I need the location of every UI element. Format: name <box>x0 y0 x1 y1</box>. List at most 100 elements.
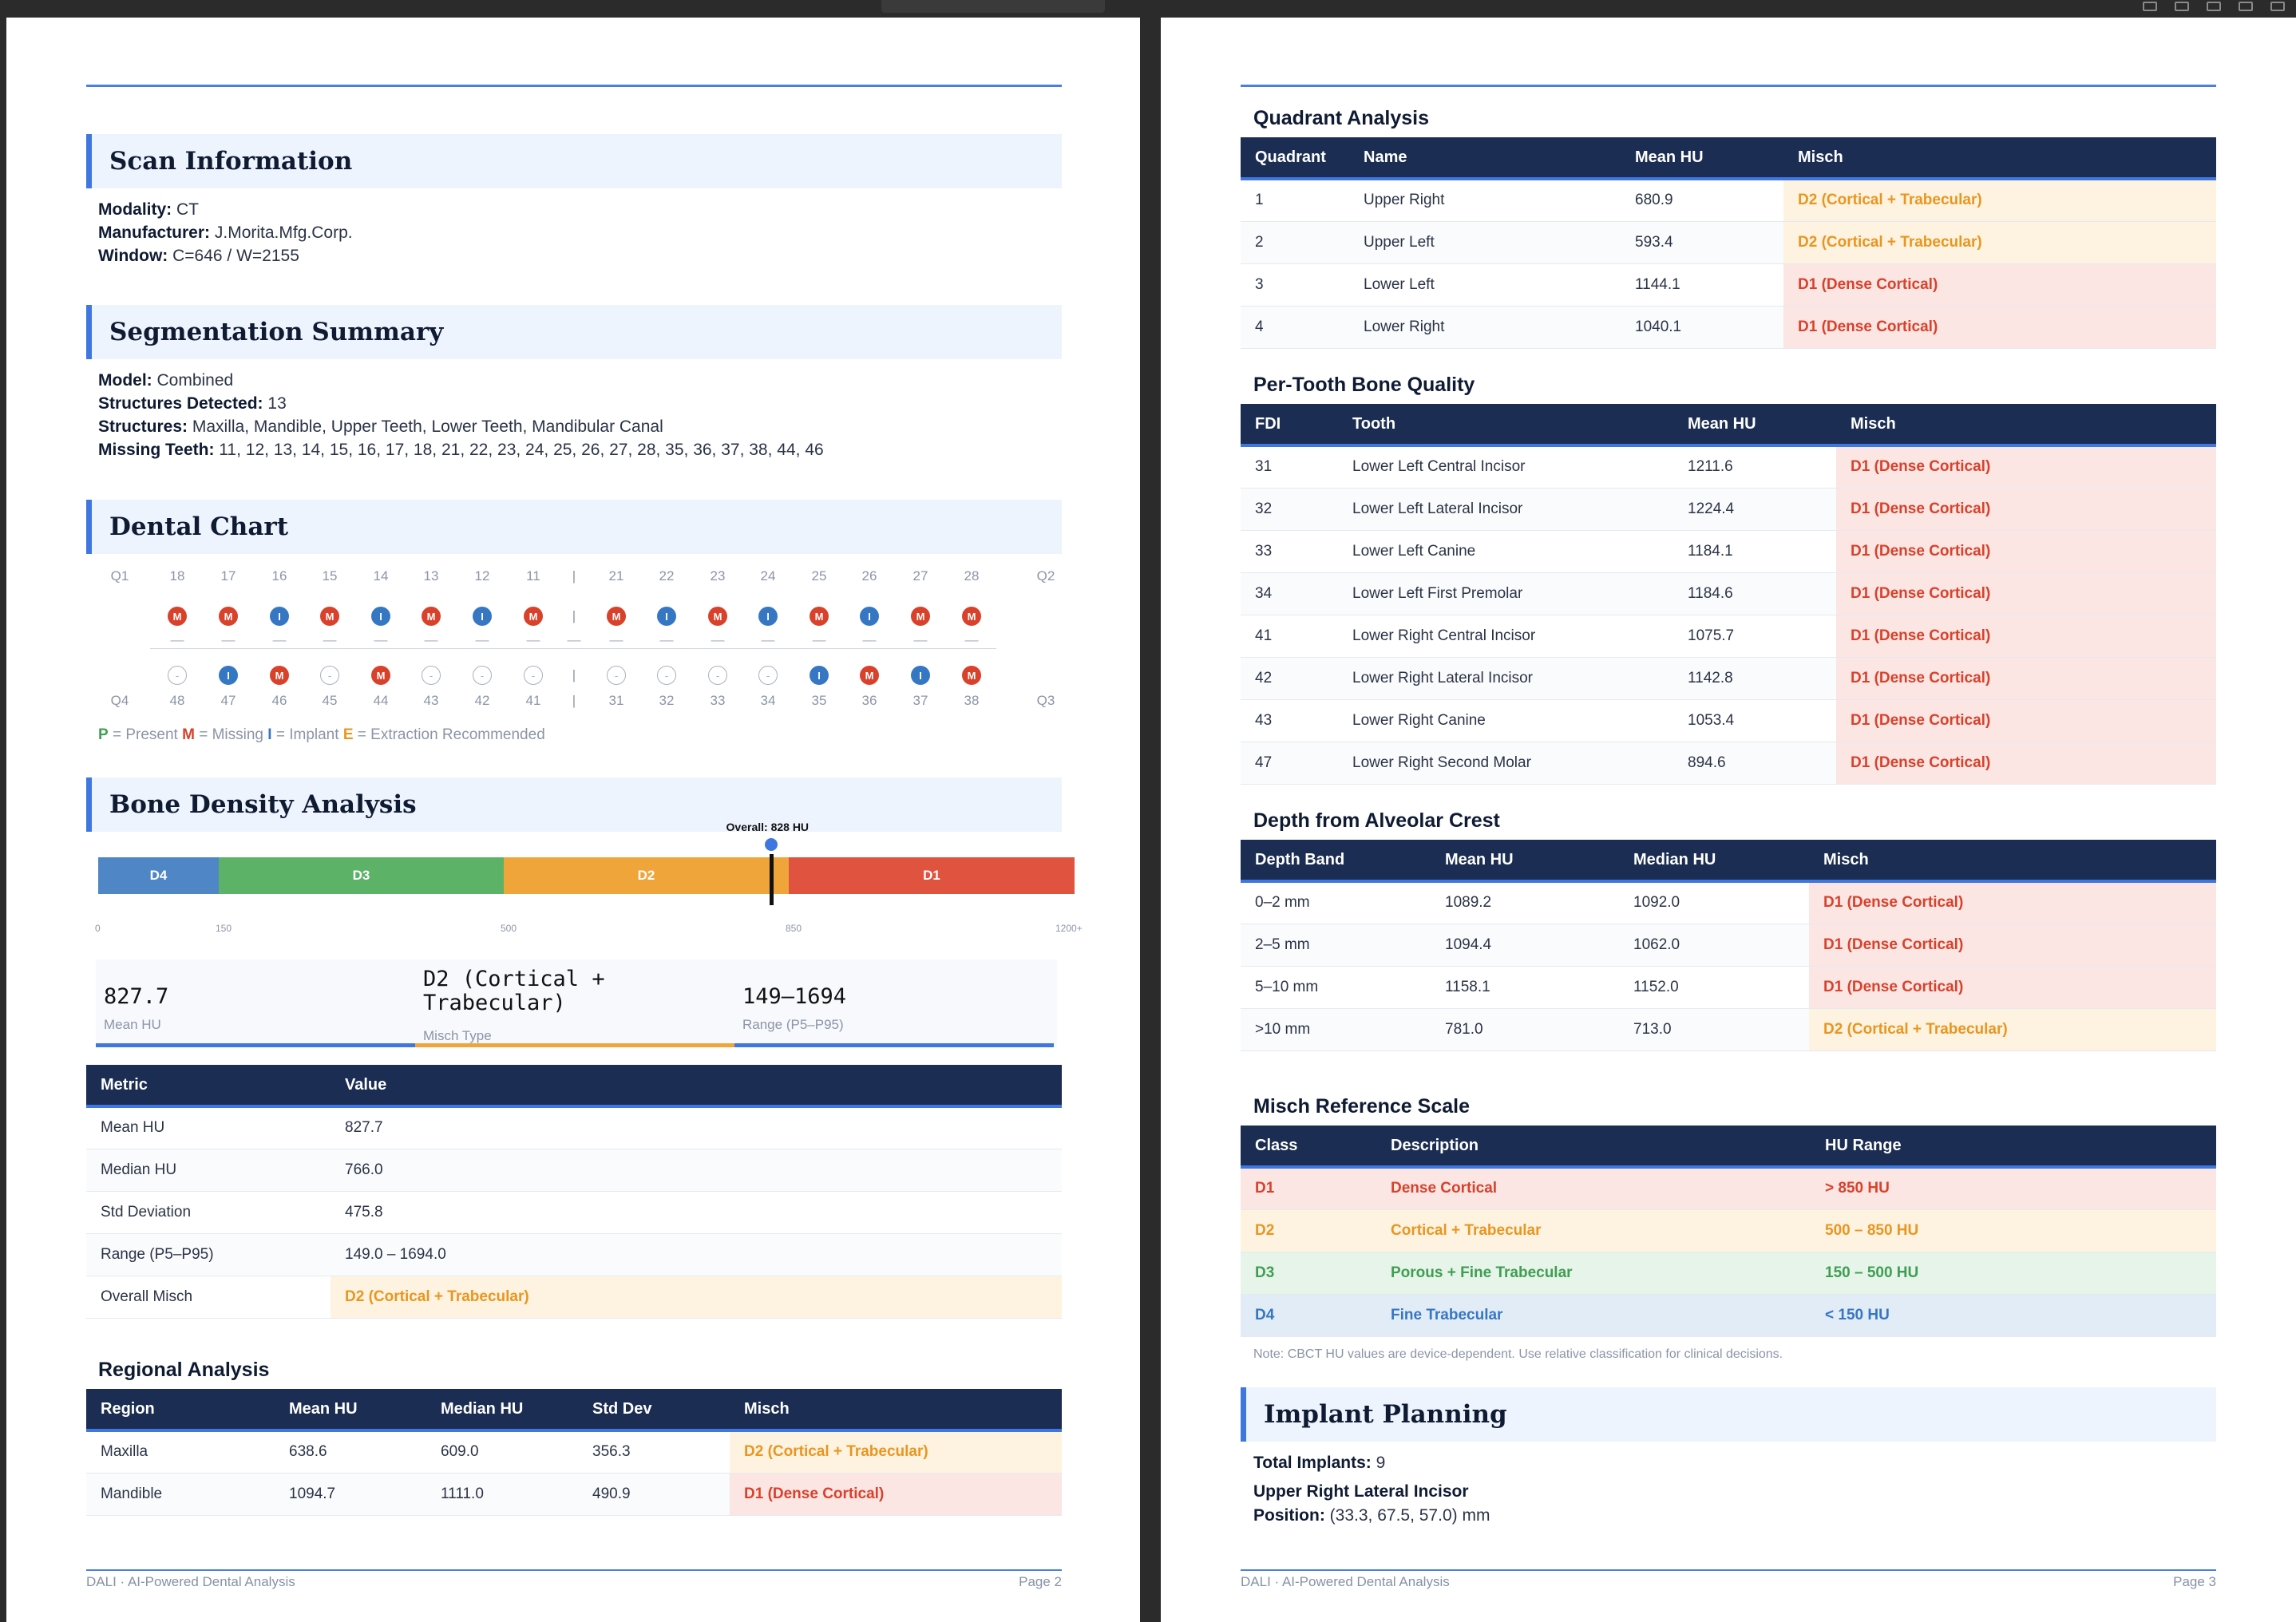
tooth-number: 26 <box>861 568 877 584</box>
tooth-status-icon[interactable]: M <box>422 607 441 626</box>
cbct-note: Note: CBCT HU values are device-dependen… <box>1253 1347 1783 1361</box>
table-cell-metric: Mean HU <box>86 1106 331 1149</box>
segmentation-body: Model: Combined Structures Detected: 13 … <box>98 369 824 461</box>
table-cell-tooth: Lower Right Lateral Incisor <box>1338 657 1673 700</box>
table-cell-cls_name: D3 <box>1241 1252 1376 1295</box>
tooth-status-icon[interactable]: I <box>270 607 289 626</box>
table-cell-range: 150 – 500 HU <box>1811 1252 2216 1295</box>
tooth-status-icon[interactable]: I <box>758 607 778 626</box>
tooth-status-icon[interactable]: M <box>962 666 981 685</box>
misch-scale-table: Class Description HU Range D1 Dense Corti… <box>1241 1126 2216 1337</box>
tooth-status-icon[interactable]: I <box>911 666 930 685</box>
stat-misch-type: D2 (Cortical + Trabecular) Misch Type <box>415 959 734 1047</box>
footer-brand: DALI · AI-Powered Dental Analysis <box>1241 1574 1450 1589</box>
toolbar-icon[interactable] <box>2175 2 2189 11</box>
position-label: Position: <box>1253 1506 1325 1525</box>
tooth-status-icon[interactable]: M <box>270 666 289 685</box>
tooth-number: 13 <box>423 568 439 584</box>
tooth-row: 33 Lower Left Canine 1184.1 D1 (Dense Corti… <box>1241 530 2216 573</box>
tooth-status-icon[interactable]: I <box>219 666 238 685</box>
tooth-status-icon[interactable]: - <box>708 666 727 685</box>
tooth-status-icon[interactable]: - <box>422 666 441 685</box>
tooth-status-icon[interactable]: M <box>860 666 879 685</box>
metric-row: Median HU 766.0 <box>86 1149 1062 1192</box>
table-cell-misch: D1 (Dense Cortical) <box>1836 699 2216 742</box>
tooth-status-icon[interactable]: - <box>758 666 778 685</box>
tooth-status-icon[interactable]: M <box>371 666 390 685</box>
column-header: Depth Band <box>1241 840 1431 883</box>
tooth-number: 45 <box>322 693 338 708</box>
model-label: Model: <box>98 371 152 390</box>
scale-tick-label: 1200+ <box>1055 923 1083 934</box>
stat-value: D2 (Cortical + Trabecular) <box>423 967 605 1015</box>
column-header: Metric <box>86 1065 331 1108</box>
tooth-status-icon[interactable]: - <box>473 666 492 685</box>
detected-label: Structures Detected: <box>98 394 263 413</box>
toolbar-icon[interactable] <box>2143 2 2157 11</box>
tooth-number: 43 <box>423 693 439 708</box>
tooth-status-icon[interactable]: I <box>860 607 879 626</box>
metric-row: Mean HU 827.7 <box>86 1106 1062 1149</box>
table-cell-median: 1111.0 <box>426 1473 578 1516</box>
toolbar-icon[interactable] <box>2207 2 2221 11</box>
tooth-number: 33 <box>710 693 726 708</box>
segmentation-heading: Segmentation Summary <box>86 305 1062 359</box>
tooth-status-icon[interactable]: - <box>524 666 543 685</box>
tooth-status-icon[interactable]: M <box>810 607 829 626</box>
tooth-status-icon[interactable]: M <box>911 607 930 626</box>
tooth-status-icon[interactable]: I <box>657 607 676 626</box>
viewer-toolbar <box>0 0 2296 18</box>
legend-key: M <box>182 726 195 743</box>
tooth-status-icon[interactable]: I <box>810 666 829 685</box>
footer-rule <box>1241 1569 2216 1571</box>
table-cell-value: 827.7 <box>331 1106 1062 1149</box>
table-cell-misch: D1 (Dense Cortical) <box>1836 742 2216 785</box>
toolbar-icon[interactable] <box>2239 2 2253 11</box>
table-cell-mean: 1184.1 <box>1673 530 1836 573</box>
tooth-status-icon[interactable]: M <box>168 607 187 626</box>
table-cell-mean: 1144.1 <box>1621 263 1783 307</box>
toolbar-icon[interactable] <box>2270 2 2285 11</box>
depth-row: >10 mm 781.0 713.0 D2 (Cortical + Trabecula… <box>1241 1008 2216 1051</box>
tooth-status-icon[interactable]: - <box>168 666 187 685</box>
stat-label: Misch Type <box>423 1028 492 1043</box>
tooth-status-icon[interactable]: I <box>473 607 492 626</box>
scan-info-heading: Scan Information <box>86 134 1062 188</box>
table-cell-misch: D1 (Dense Cortical) <box>1836 572 2216 615</box>
missing-teeth-label: Missing Teeth: <box>98 441 215 459</box>
tooth-number: 41 <box>525 693 541 708</box>
tooth-status-icon[interactable]: M <box>962 607 981 626</box>
tooth-row: 43 Lower Right Canine 1053.4 D1 (Dense Cort… <box>1241 699 2216 742</box>
tooth-number: 27 <box>912 568 928 584</box>
implant-tooth-name: Upper Right Lateral Incisor <box>1253 1482 1469 1501</box>
legend-key: E <box>342 726 354 743</box>
tooth-status-icon[interactable]: M <box>524 607 543 626</box>
column-header: Quadrant <box>1241 137 1349 180</box>
tooth-gap-dash: — <box>964 632 979 647</box>
table-cell-name: Upper Right <box>1349 179 1621 222</box>
misch-class-row: D2 Cortical + Trabecular 500 – 850 HU <box>1241 1209 2216 1252</box>
modality-label: Modality: <box>98 200 172 219</box>
tooth-status-icon[interactable]: M <box>607 607 626 626</box>
tooth-gap-dash: — <box>221 632 236 647</box>
tooth-gap-dash: — <box>812 632 826 647</box>
tooth-status-icon[interactable]: M <box>708 607 727 626</box>
tooth-number: 21 <box>608 568 624 584</box>
tooth-status-icon[interactable]: - <box>657 666 676 685</box>
tooth-status-icon[interactable]: - <box>607 666 626 685</box>
density-segment-d3: D3 <box>219 857 504 894</box>
table-cell-desc: Fine Trabecular <box>1376 1294 1811 1337</box>
toolbar-field[interactable] <box>881 0 1105 13</box>
column-header: Mean HU <box>1621 137 1783 180</box>
report-page-3: Quadrant Analysis Quadrant Name Mean HU … <box>1161 18 2296 1622</box>
tooth-status-icon[interactable]: I <box>371 607 390 626</box>
tooth-status-icon[interactable]: M <box>219 607 238 626</box>
tooth-number: 18 <box>169 568 185 584</box>
column-header: Mean HU <box>1673 404 1836 447</box>
stat-label: Mean HU <box>104 1017 161 1032</box>
tooth-status-icon[interactable]: - <box>320 666 339 685</box>
scale-tick-label: 500 <box>501 923 517 934</box>
tooth-status-icon[interactable]: M <box>320 607 339 626</box>
quadrant-label: Q4 <box>110 693 129 708</box>
midline-divider: | <box>572 568 576 584</box>
